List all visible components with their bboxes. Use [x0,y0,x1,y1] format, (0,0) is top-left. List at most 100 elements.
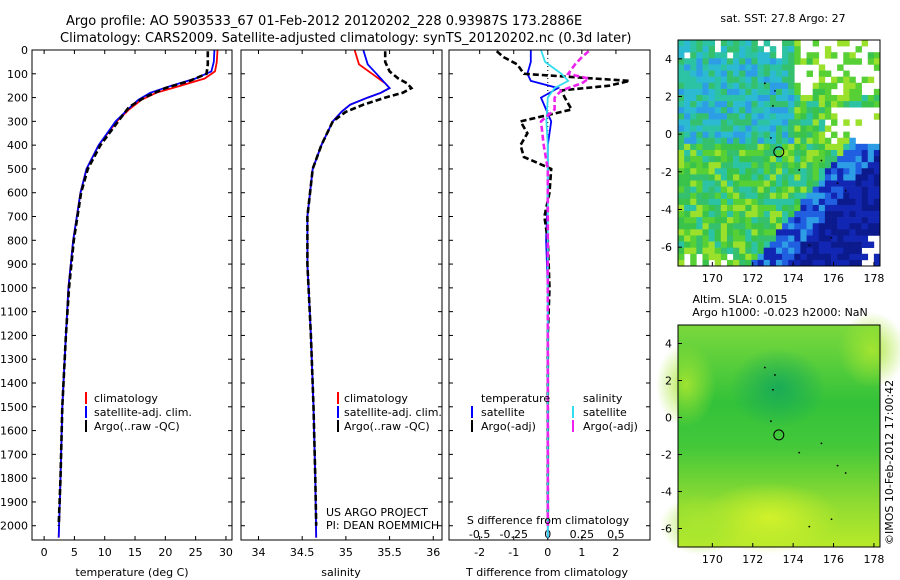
sst-cell [769,247,777,255]
sst-cell [843,235,850,242]
sst-cell [757,94,764,102]
sst-cell [678,149,685,157]
sst-cell [708,186,716,193]
legend-label-satellite: satellite-adj. clim. [344,406,442,419]
sst-cell [849,217,856,224]
sst-cell [733,113,740,120]
sst-cell [775,76,783,84]
sst-cell [678,235,685,242]
sst-cell [702,125,709,132]
sst-cell [708,119,716,126]
sst-cell [855,162,862,169]
sst-cell [745,58,752,65]
sst-cell [751,156,758,163]
sst-cell [855,101,862,108]
sst-cell [824,46,832,53]
sst-cell [702,241,709,248]
sst-cell [867,52,875,59]
sst-cell [794,125,801,132]
sst-cell [733,125,740,132]
sst-cell [702,88,709,96]
sst-cell [831,162,838,169]
sst-cell [684,211,691,218]
sst-cell [739,204,746,212]
legend-label-t-argo: Argo(-adj) [481,420,536,433]
sst-cell [739,88,746,96]
sst-cell [733,259,740,267]
sst-cell [794,211,801,218]
sst-cell [812,229,820,236]
temperature-panel: 0 5 10 15 20 25 300100200300400500600700800900… [0,44,233,579]
sst-cell [812,259,820,267]
sst-cell [702,52,709,59]
sst-cell [726,186,734,193]
sst-cell [788,64,795,71]
sst-cell [788,192,795,200]
sst-cell [824,137,832,145]
sst-cell [696,107,703,114]
sst-cell [745,241,752,248]
sst-cell [726,70,734,77]
sst-cell [794,217,801,224]
sst-cell [837,259,844,267]
sst-cell [690,192,697,200]
sst-cell [769,119,777,126]
sst-cell [837,149,844,157]
sst-cell [763,174,771,181]
sst-cell [726,156,734,163]
sst-cell [690,101,697,108]
sst-cell [806,52,813,59]
sst-cell [739,174,746,181]
sst-cell [806,94,813,102]
y-tick-label: 1200 [0,329,28,342]
sst-cell [702,174,709,181]
sst-cell [763,229,771,236]
sst-cell [775,149,783,157]
sst-cell [763,137,771,145]
sst-cell [831,241,838,248]
sst-cell [824,52,832,59]
sst-cell [788,156,795,163]
sst-cell [696,192,703,200]
sst-cell [769,46,777,53]
sst-cell [678,162,685,169]
sst-cell [684,94,691,102]
temperature-xlabel: temperature (deg C) [75,566,188,579]
sst-cell [678,211,685,218]
sst-cell [708,52,716,59]
x-tick-label: 20 [158,546,172,559]
sst-cell [818,259,826,267]
sst-cell [788,211,795,218]
sst-cell [788,235,795,242]
sst-cell [849,253,856,261]
sst-cell [782,211,789,218]
sst-cell [757,46,764,53]
sst-cell [690,58,697,65]
sst-cell [855,88,862,96]
sst-cell [831,52,838,59]
sst-cell [837,229,844,236]
island-dot [820,442,823,445]
argo-float-marker [773,429,785,441]
sst-cell [788,149,795,157]
sst-cell [782,64,789,71]
sst-cell [818,186,826,193]
salinity-panel: 34 34.5 35 35.5 36 salinity climatology sate… [240,49,443,579]
sst-cell [757,143,764,151]
sst-cell [769,192,777,200]
sst-cell [812,174,820,181]
sst-cell [745,107,752,114]
sst-cell [818,76,826,84]
sst-cell [708,253,716,261]
sst-cell [788,101,795,108]
sst-cell [849,94,856,102]
sst-cell [824,168,832,175]
sst-cell [733,253,740,261]
sst-cell [708,149,716,157]
sst-cell [702,107,709,114]
sst-cell [763,259,771,267]
sst-cell [690,162,697,169]
difference-xlabel-top: S difference from climatology [467,514,630,527]
sst-cell [745,186,752,193]
sst-cell [739,70,746,77]
